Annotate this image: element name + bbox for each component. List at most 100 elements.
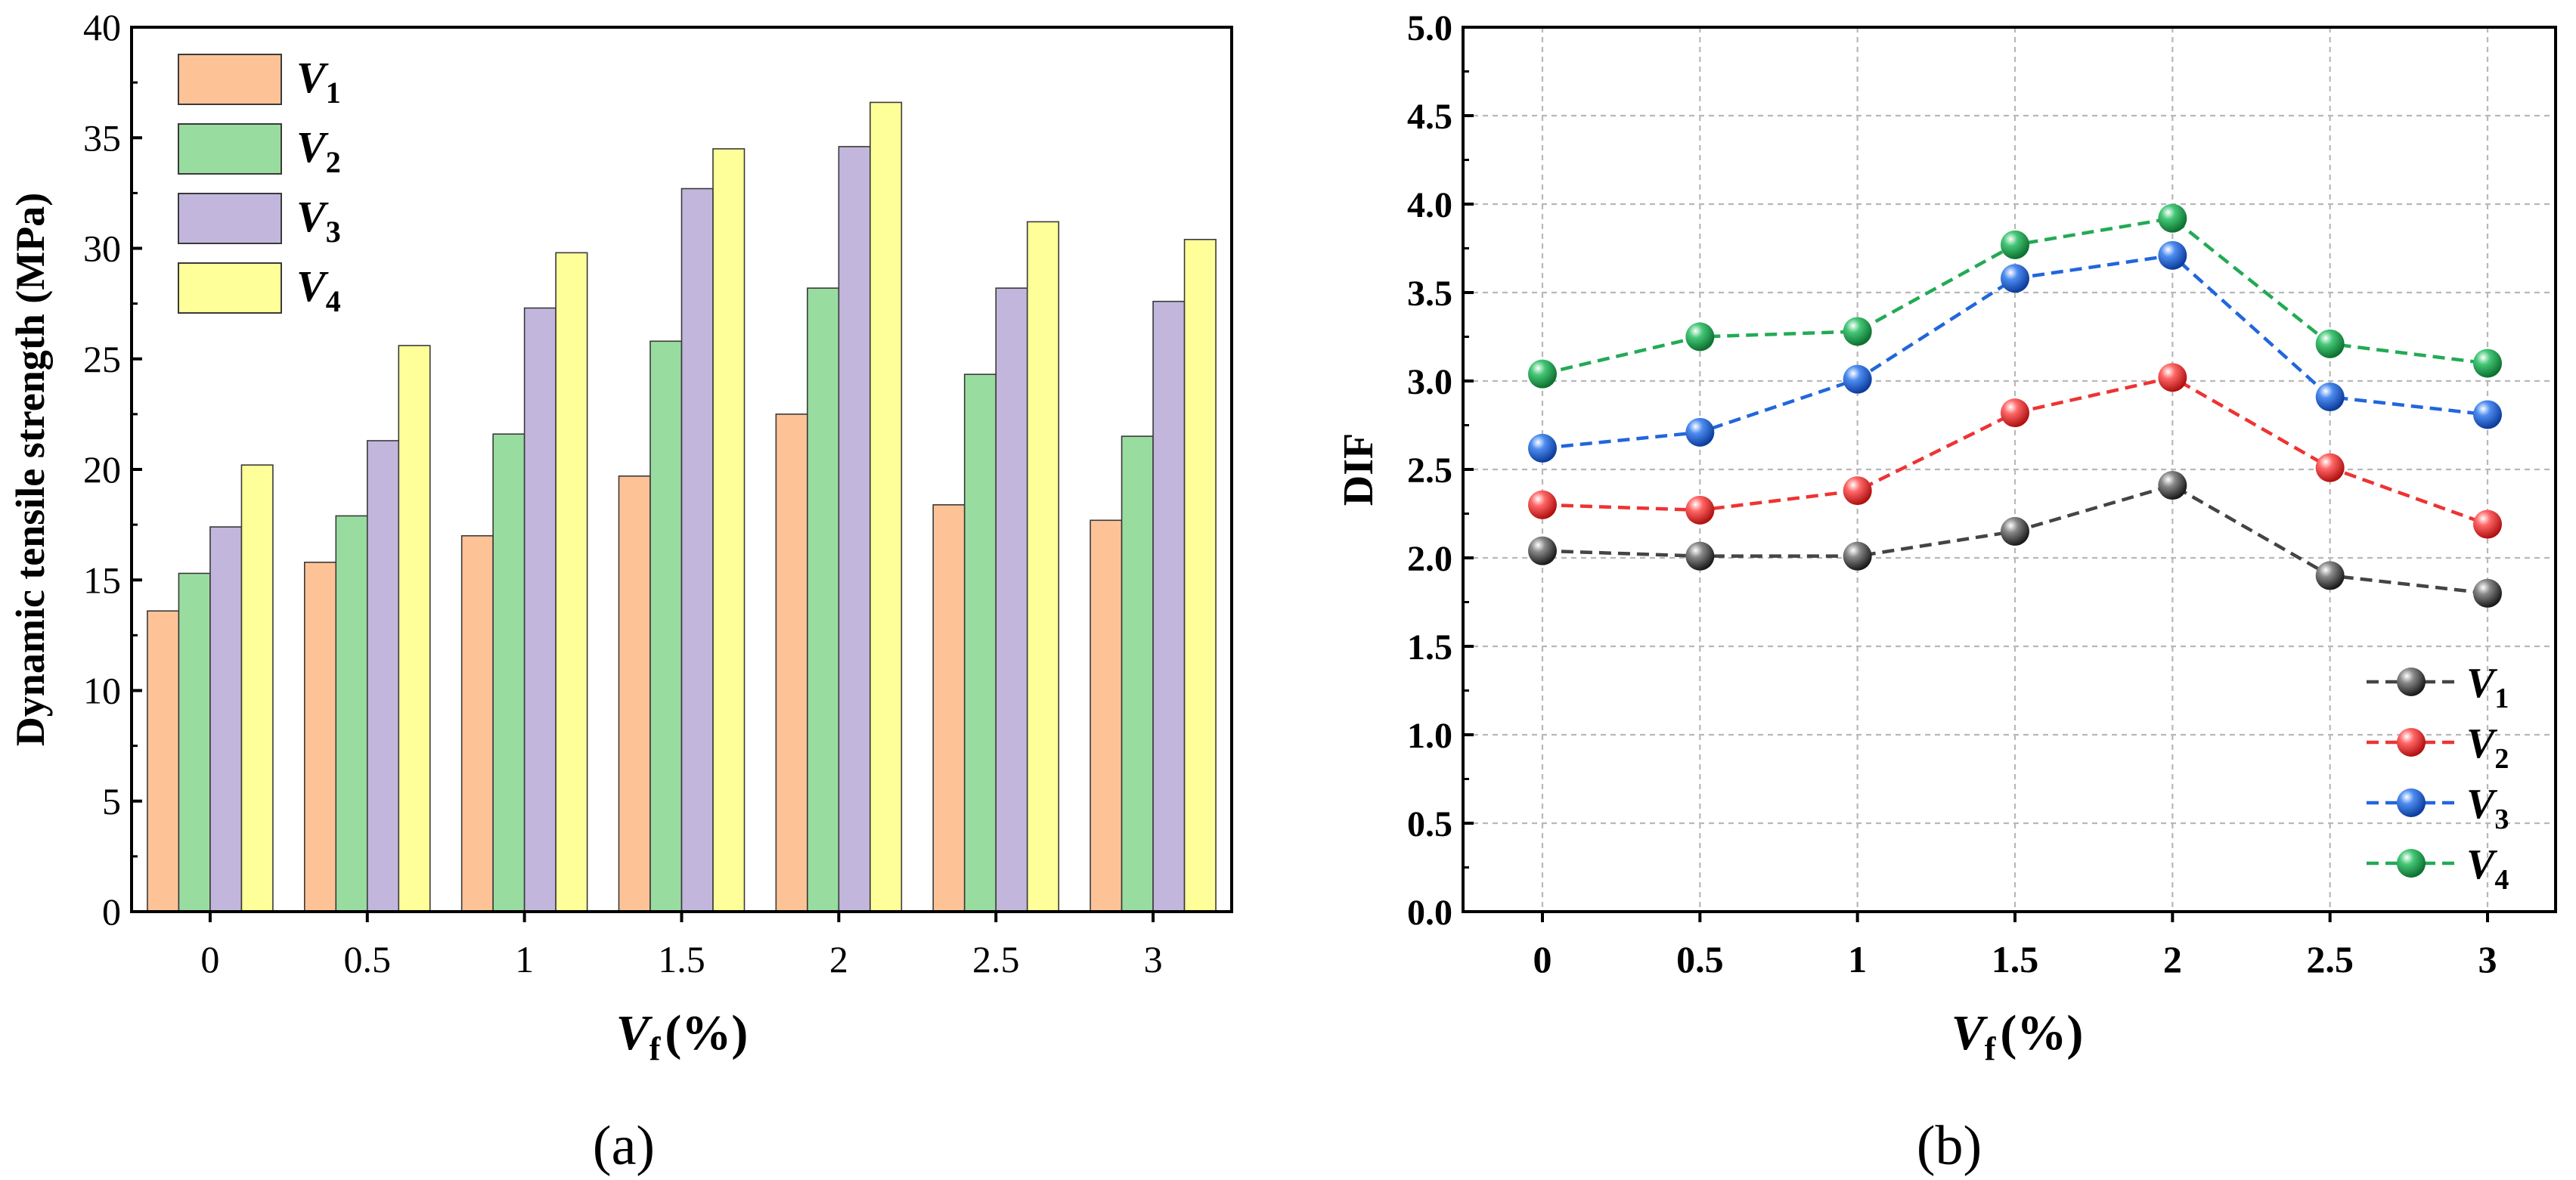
x-axis-label-sub: f bbox=[649, 1030, 662, 1067]
bar-v4-2 bbox=[870, 101, 903, 912]
legend-label: V3 bbox=[2466, 781, 2509, 835]
bar-v1-1 bbox=[460, 534, 494, 912]
plot-frame bbox=[130, 26, 1233, 913]
x-axis-label-var: V bbox=[1951, 1005, 1989, 1061]
data-point-v3-2 bbox=[2158, 240, 2187, 270]
legend-label-var: V bbox=[2466, 720, 2498, 767]
legend-label-sub: 4 bbox=[2494, 864, 2509, 896]
legend-label-sub: 1 bbox=[2494, 683, 2509, 714]
data-point-v1-1.5 bbox=[2001, 516, 2029, 546]
bar-series-group bbox=[147, 101, 1217, 912]
x-tick-label: 2.5 bbox=[972, 938, 1020, 980]
data-point-v2-2.5 bbox=[2315, 453, 2345, 482]
legend-label: V3 bbox=[296, 192, 341, 249]
y-tick-label: 5.0 bbox=[1407, 8, 1452, 48]
x-tick-label: 0.5 bbox=[344, 938, 392, 980]
bar-v3-2.5 bbox=[995, 287, 1028, 912]
x-tick-label: 1 bbox=[1848, 938, 1867, 980]
legend-label-sub: 2 bbox=[326, 145, 341, 179]
y-tick-label: 35 bbox=[83, 116, 121, 159]
data-point-v3-2.5 bbox=[2315, 382, 2345, 412]
y-tick-label: 40 bbox=[83, 6, 121, 48]
x-tick-label: 0 bbox=[200, 938, 219, 980]
y-tick-label: 2.0 bbox=[1407, 539, 1452, 579]
legend-label-var: V bbox=[296, 122, 329, 172]
data-point-v4-0 bbox=[1528, 359, 1557, 389]
data-point-v2-3 bbox=[2473, 509, 2502, 539]
data-point-v1-1 bbox=[1843, 541, 1872, 571]
x-axis-ticks: 0 0.5 1 1.5 2 2.5 3 bbox=[200, 912, 1163, 980]
data-point-v1-2 bbox=[2158, 471, 2187, 500]
data-point-v1-0.5 bbox=[1685, 541, 1715, 571]
legend-marker bbox=[2397, 849, 2426, 878]
x-tick-label: 2.5 bbox=[2306, 938, 2354, 980]
legend-swatch bbox=[178, 123, 282, 175]
bar-v4-0 bbox=[240, 464, 274, 912]
line-chart-panel: 0.0 0.5 1.0 1.5 2.0 2.5 3.0 3.5 4.0 4.5 5.0 0 0.5 1 1… bbox=[1335, 8, 2557, 1177]
y-axis-ticks: 0.0 0.5 1.0 1.5 2.0 2.5 3.0 3.5 4.0 4.5 5.0 bbox=[1407, 8, 1474, 933]
legend-label: V4 bbox=[2466, 841, 2509, 896]
y-tick-label: 4.5 bbox=[1407, 97, 1452, 137]
data-point-v4-1 bbox=[1843, 317, 1872, 346]
x-tick-label: 1.5 bbox=[1992, 938, 2039, 980]
x-tick-label: 3 bbox=[2478, 938, 2497, 980]
bar-v3-2 bbox=[838, 146, 871, 912]
bar-v2-0.5 bbox=[335, 515, 368, 912]
legend-label-var: V bbox=[296, 192, 329, 241]
bar-v1-0.5 bbox=[303, 562, 337, 912]
data-point-v2-0.5 bbox=[1685, 495, 1715, 525]
y-tick-label: 30 bbox=[83, 228, 121, 270]
bar-v3-1 bbox=[523, 307, 556, 912]
legend-label: V4 bbox=[296, 262, 341, 318]
data-point-v3-3 bbox=[2473, 400, 2502, 429]
y-axis-label: DIF bbox=[1335, 433, 1382, 506]
legend-label-var: V bbox=[296, 53, 329, 102]
legend-label: V1 bbox=[296, 53, 341, 110]
legend-swatch bbox=[178, 54, 282, 105]
bar-v3-0.5 bbox=[366, 440, 400, 912]
panel-label: (a) bbox=[593, 1115, 655, 1177]
x-axis-label-unit: (%) bbox=[2000, 1005, 2083, 1061]
x-tick-label: 0 bbox=[1533, 938, 1552, 980]
x-tick-label: 2 bbox=[829, 938, 848, 980]
y-tick-label: 5 bbox=[102, 780, 121, 822]
legend-swatch bbox=[178, 262, 282, 314]
bar-v2-2 bbox=[807, 287, 840, 912]
bar-v2-1.5 bbox=[649, 340, 683, 912]
bar-v3-1.5 bbox=[680, 187, 714, 912]
y-tick-label: 3.0 bbox=[1407, 362, 1452, 402]
y-tick-label: 2.5 bbox=[1407, 451, 1452, 491]
legend-marker bbox=[2397, 788, 2426, 817]
y-axis-label: Dynamic tensile strength (MPa) bbox=[8, 193, 53, 746]
bar-v1-1.5 bbox=[618, 475, 651, 912]
x-tick-label: 0.5 bbox=[1676, 938, 1724, 980]
y-tick-label: 15 bbox=[83, 559, 121, 601]
data-point-v2-1 bbox=[1843, 476, 1872, 506]
data-point-v3-1.5 bbox=[2001, 264, 2029, 293]
data-point-v1-2.5 bbox=[2315, 561, 2345, 590]
y-tick-label: 0.0 bbox=[1407, 893, 1452, 933]
y-axis-ticks: 0 5 10 15 20 25 30 35 40 bbox=[83, 6, 142, 933]
bar-v2-0 bbox=[178, 572, 211, 912]
bar-v1-0 bbox=[147, 610, 180, 912]
data-point-v1-3 bbox=[2473, 578, 2502, 608]
y-tick-label: 1.5 bbox=[1407, 627, 1452, 667]
bar-v2-2.5 bbox=[963, 373, 997, 912]
legend-label-var: V bbox=[2466, 781, 2498, 828]
legend-label-var: V bbox=[296, 262, 329, 311]
legend-marker bbox=[2397, 667, 2426, 696]
legend-label: V1 bbox=[2466, 660, 2509, 714]
x-axis-label-sub: f bbox=[1985, 1030, 1997, 1067]
legend-label-sub: 4 bbox=[326, 284, 341, 318]
data-point-v2-0 bbox=[1528, 490, 1557, 519]
bar-v1-3 bbox=[1090, 519, 1123, 912]
x-axis-ticks: 0 0.5 1 1.5 2 2.5 3 bbox=[1533, 912, 2497, 980]
y-tick-label: 3.5 bbox=[1407, 274, 1452, 314]
legend-label-sub: 2 bbox=[2494, 743, 2509, 775]
y-tick-label: 20 bbox=[83, 448, 121, 491]
data-point-v4-0.5 bbox=[1685, 322, 1715, 352]
data-point-v4-2 bbox=[2158, 203, 2187, 233]
